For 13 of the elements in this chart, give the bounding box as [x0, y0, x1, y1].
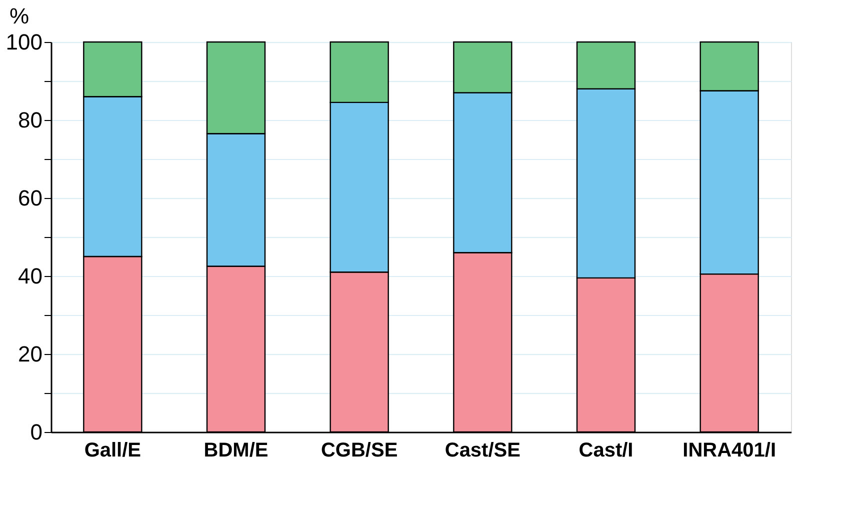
y-axis-title: %	[10, 4, 30, 28]
x-tick-label: INRA401/I	[682, 440, 776, 462]
y-tick-label: 80	[18, 108, 42, 132]
y-tick-label: 20	[18, 342, 42, 366]
x-tick-label: CGB/SE	[320, 440, 398, 462]
y-tick-label: 60	[18, 186, 42, 210]
x-tick-label: Gall/E	[84, 440, 142, 462]
x-tick-label: Cast/SE	[444, 440, 520, 462]
y-tick-label: 0	[30, 420, 42, 444]
y-tick-label: 100	[6, 30, 42, 54]
x-tick-label: Cast/I	[578, 440, 634, 462]
x-tick-label: BDM/E	[204, 440, 268, 462]
y-tick-label: 40	[18, 264, 42, 288]
